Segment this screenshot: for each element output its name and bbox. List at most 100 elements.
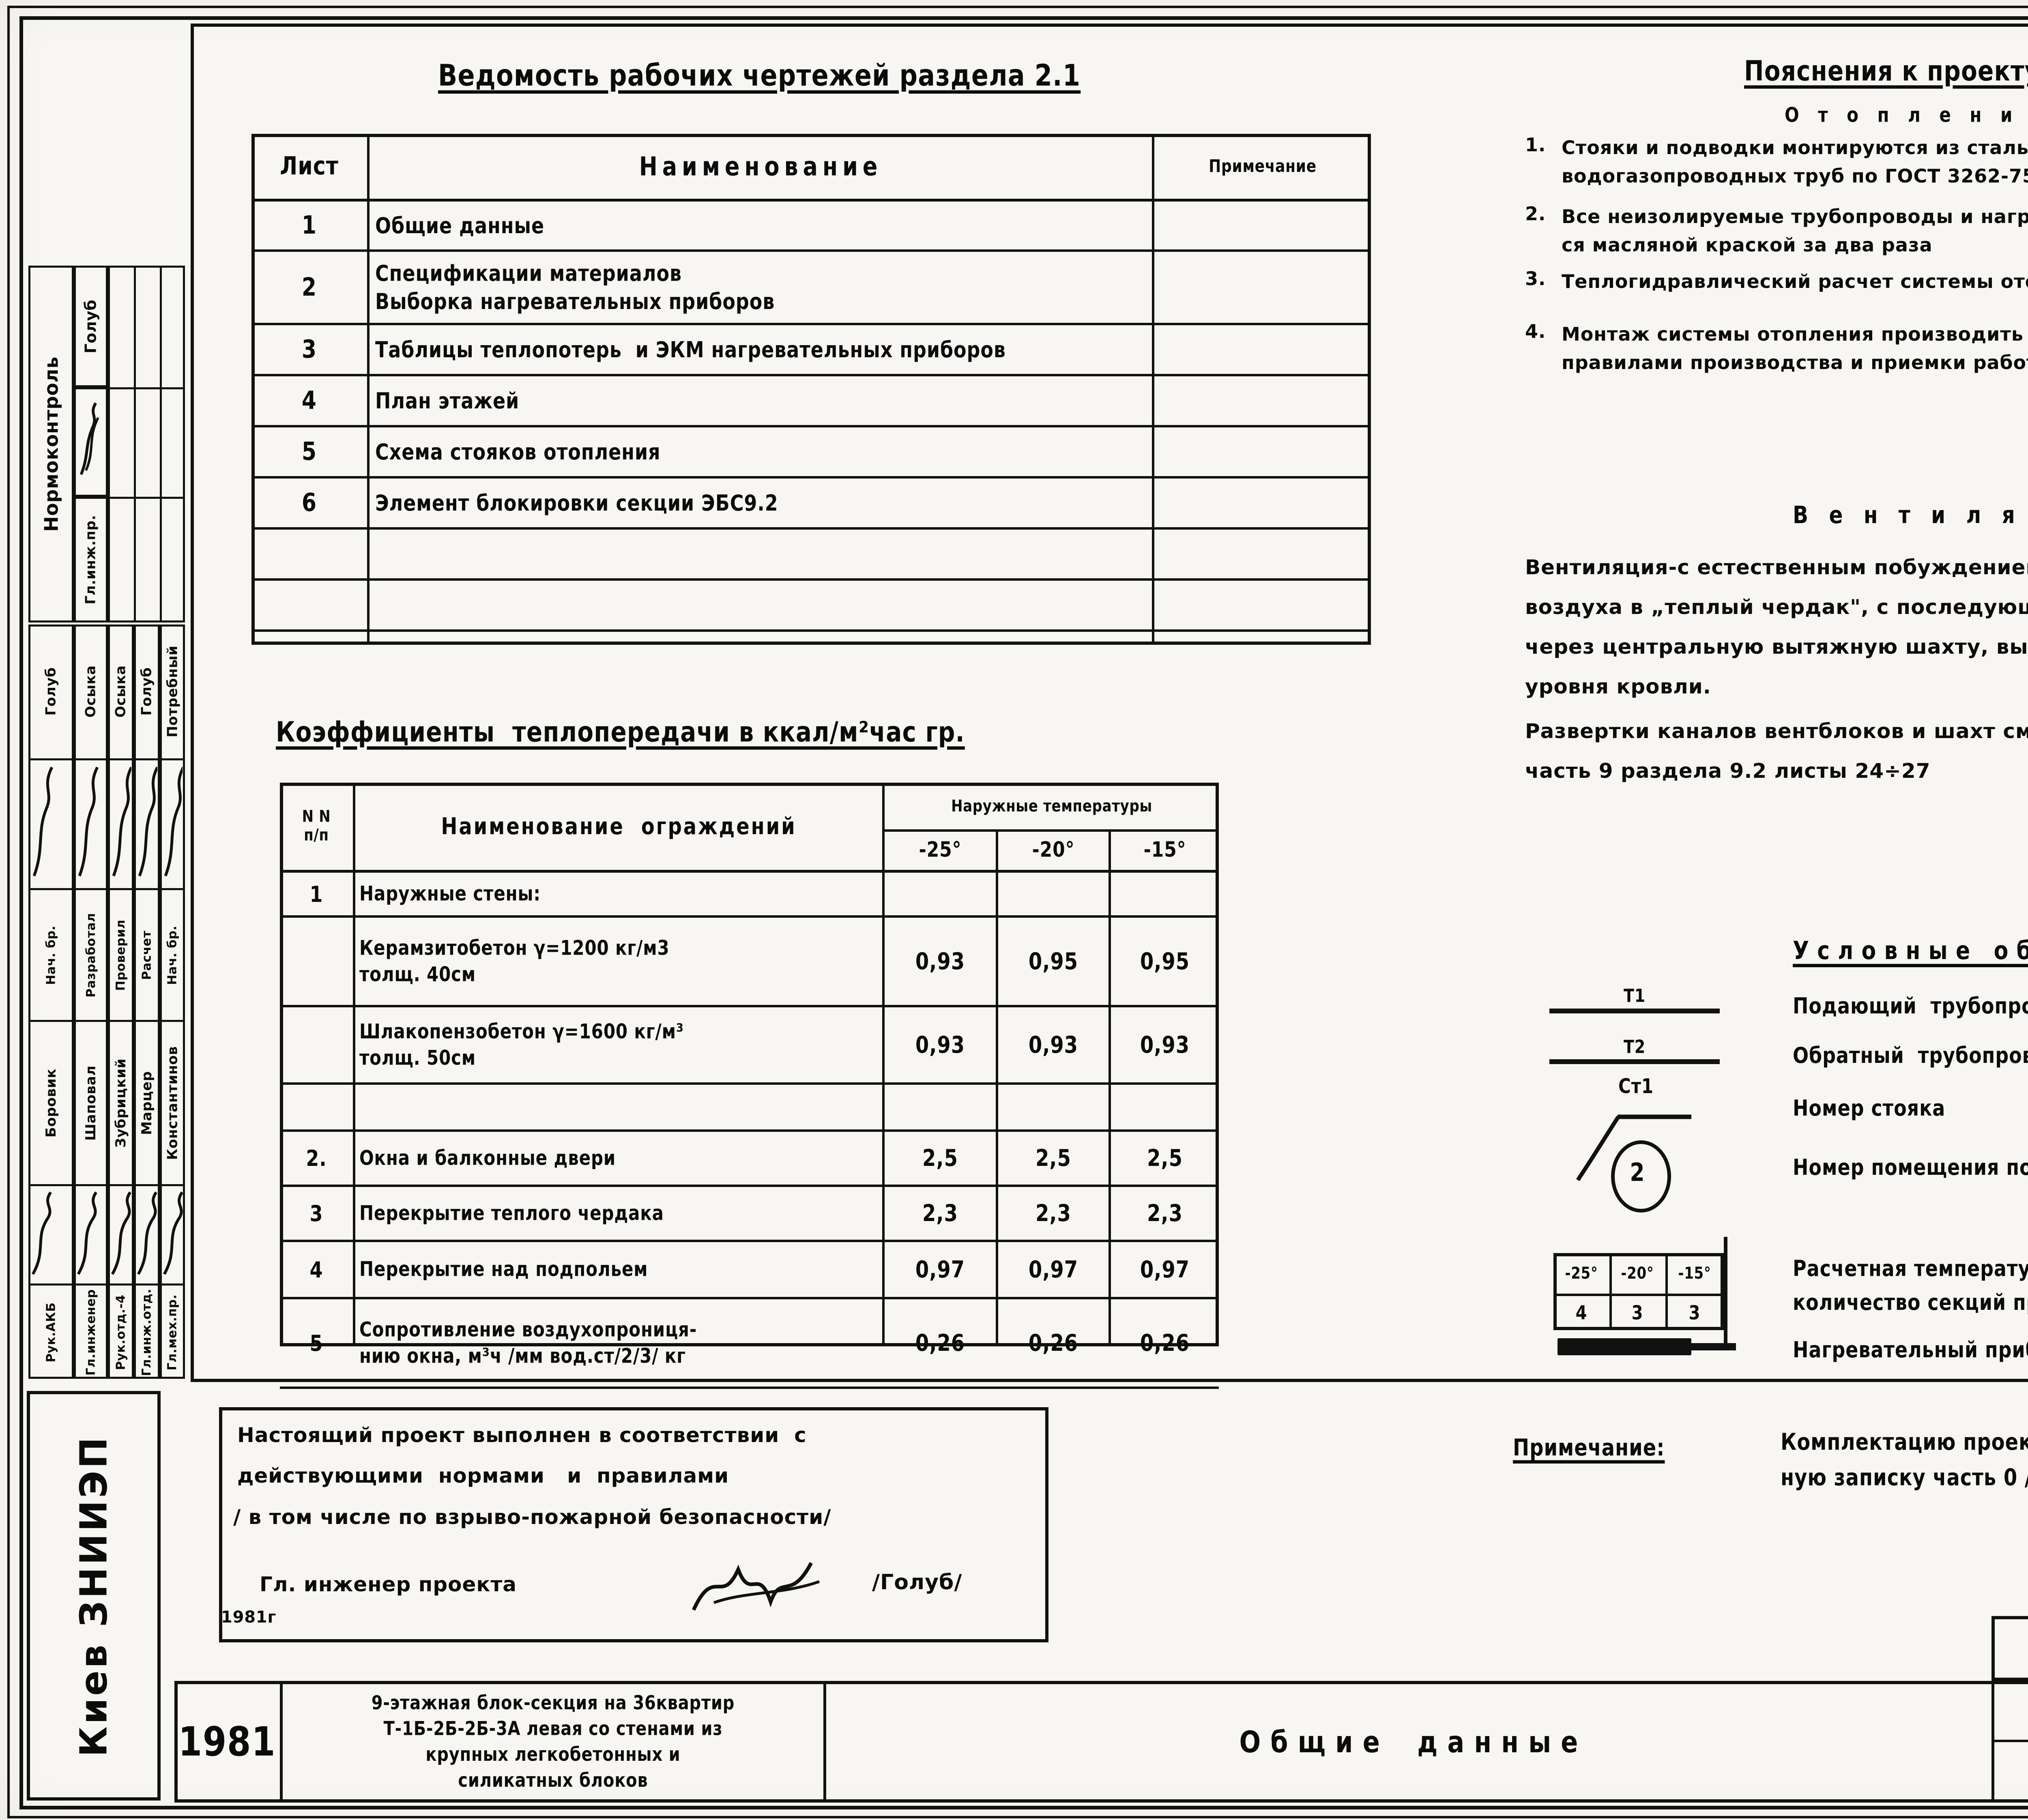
sidebar-band-separator <box>28 1184 74 1186</box>
table-row <box>280 1085 353 1129</box>
coef-value-text: 0,95 <box>1028 948 1078 975</box>
coef-cell-value <box>885 873 996 915</box>
table-row: 5 <box>280 1299 353 1386</box>
coef-col-sep-name <box>882 783 885 1346</box>
legend-temp-top-cell: -15° <box>1665 1253 1724 1294</box>
legend-temp-bottom-text: 3 <box>1689 1302 1701 1324</box>
drawings-cell-name-text: Таблицы теплопотерь и ЭКМ нагревательных… <box>375 336 1006 363</box>
ventilation-line-text: Развертки каналов вентблоков и шахт смот… <box>1525 719 2028 743</box>
coef-cell-value: 0,26 <box>885 1299 996 1386</box>
ventilation-line-text: воздуха в „теплый чердак", с последующим… <box>1525 595 2028 619</box>
sidebar-signature-icon <box>111 1191 131 1275</box>
sidebar-stamp-text: Осыка <box>83 665 99 718</box>
sidebar-role-cell: Рук.отд.-4 <box>108 1286 134 1379</box>
drawings-cell-sheet: 5 <box>301 437 317 466</box>
coef-row-separator <box>280 1297 1219 1299</box>
sidebar-signature-icon <box>77 1191 97 1275</box>
coef-row-separator <box>280 1082 1219 1085</box>
sidebar-normokontrol-name: Голуб <box>82 299 100 354</box>
title-block-project-code: 87-082/2 <box>1994 1742 2028 1803</box>
sidebar-approval-column <box>134 625 160 1379</box>
declaration-year: 1981г <box>221 1608 277 1627</box>
drawings-cell-note <box>1154 479 1371 527</box>
coef-cell-value: 2,3 <box>998 1187 1109 1240</box>
coef-row-separator <box>280 915 1219 918</box>
heating-item-body: Стояки и подводки монтируются из стальны… <box>1562 137 2028 187</box>
coef-cell-value: 2,3 <box>1111 1187 1219 1240</box>
drawings-cell-name <box>375 530 1146 578</box>
drawings-cell-note <box>1154 252 1371 323</box>
title-block-sep-object <box>823 1681 826 1803</box>
sidebar-stamp-text: Осыка <box>113 665 129 718</box>
heating-item-number-text: 3. <box>1525 268 1546 290</box>
drawings-row-separator <box>251 425 1371 427</box>
drawings-cell-sheet: 1 <box>301 211 317 240</box>
sidebar-normokontrol-sub: Гл.инж.пр. <box>83 515 99 605</box>
coefficients-title: Коэффициенты теплопередачи в ккал/м²час … <box>276 715 965 749</box>
coef-temp-header-1: -20° <box>1032 837 1075 862</box>
ventilation-line: воздуха в „теплый чердак", с последующим… <box>1525 595 2028 619</box>
org-name-box <box>27 1391 161 1801</box>
legend-temp-bottom-cell: 3 <box>1609 1296 1665 1330</box>
coef-cell-name: Перекрытие теплого чердака <box>359 1187 874 1240</box>
legend-temp-bottom-text: 3 <box>1631 1302 1643 1324</box>
drawings-cell-note <box>1154 376 1371 425</box>
coef-row-separator <box>280 1129 1219 1132</box>
sidebar-role-cell: Гл.инженер <box>74 1286 108 1379</box>
coef-cell-value: 0,95 <box>998 918 1109 1005</box>
drawings-row-separator <box>251 476 1371 479</box>
sidebar-role-text: Гл.мех.пр. <box>165 1294 180 1370</box>
sidebar-signature-icon <box>163 1191 183 1275</box>
sidebar-approval-column <box>74 625 108 1379</box>
drawings-cell-name: Таблицы теплопотерь и ЭКМ нагревательных… <box>375 325 1146 374</box>
drawings-header-sep <box>251 199 1371 202</box>
coef-cell-name: Сопротивление воздухопрониця- нию окна, … <box>359 1299 874 1386</box>
coef-value-text: 0,93 <box>915 948 965 975</box>
sidebar-band-separator <box>108 1184 134 1186</box>
title-block-year: 1981 <box>178 1718 276 1765</box>
heating-item-body: Монтаж системы отопления производить в с… <box>1562 323 2028 373</box>
drawings-list-title: Ведомость рабочих чертежей раздела 2.1 <box>438 57 1081 93</box>
legend-label-radiator: Нагревательный прибор „М-140АО" в плане <box>1793 1337 2028 1363</box>
sidebar-band-separator <box>134 1184 160 1186</box>
sidebar-name-text: Марцер <box>139 1071 155 1135</box>
sidebar-stamp-text: Голуб <box>139 667 155 716</box>
declaration-signature-name: /Голуб/ <box>872 1570 962 1595</box>
drawings-col-header-note: Примечание <box>1209 156 1317 176</box>
chief-engineer-signature-icon <box>692 1562 820 1611</box>
sidebar-band-separator <box>108 758 134 760</box>
title-block-strip <box>174 1681 2028 1803</box>
sidebar-signature-icon <box>31 1191 52 1275</box>
sidebar-role-text: Рук.АКБ <box>44 1302 58 1363</box>
heating-item-number: 1. <box>1525 134 1546 156</box>
sidebar-band-separator <box>108 888 134 890</box>
coef-header-sep <box>280 870 1219 873</box>
table-row: 1 <box>280 873 353 915</box>
declaration-signature-role: Гл. инженер проекта <box>260 1573 517 1596</box>
sidebar-signature-icon <box>137 1191 157 1275</box>
coef-row-separator <box>280 1240 1219 1242</box>
radiator-plan-icon-tail <box>1687 1343 1736 1350</box>
return-pipe-tag: Т2 <box>1612 1035 1657 1058</box>
sidebar-normokontrol-sign-cell <box>74 387 108 497</box>
coef-value-text: 0,93 <box>1028 1031 1078 1058</box>
legend-temp-top-cell: -20° <box>1609 1253 1665 1294</box>
sidebar-stamp-cell: Голуб <box>134 625 160 758</box>
drawings-cell-name-text: Элемент блокировки секции ЭБС9.2 <box>375 489 778 516</box>
drawings-cell-note <box>1154 202 1371 249</box>
sidebar-name-cell: Боровик <box>28 1022 74 1184</box>
drawings-cell-note <box>1154 325 1371 374</box>
main-content-frame <box>191 24 2028 1382</box>
legend-temp-bottom-cell: 3 <box>1665 1296 1724 1330</box>
drawings-cell-sheet: 3 <box>301 335 317 364</box>
sidebar-grid-hline-2 <box>108 497 185 499</box>
return-pipe-icon <box>1549 1059 1720 1064</box>
drawings-row-separator <box>251 578 1371 581</box>
drawings-col-header-sheet: Лист <box>280 152 339 181</box>
coef-cell-value: 2,5 <box>1111 1132 1219 1185</box>
supply-pipe-tag: Т1 <box>1612 983 1657 1008</box>
table-row: 3 <box>251 325 367 374</box>
heating-item-number: 4. <box>1525 320 1546 342</box>
coef-col-sep-t2 <box>1109 829 1111 1346</box>
